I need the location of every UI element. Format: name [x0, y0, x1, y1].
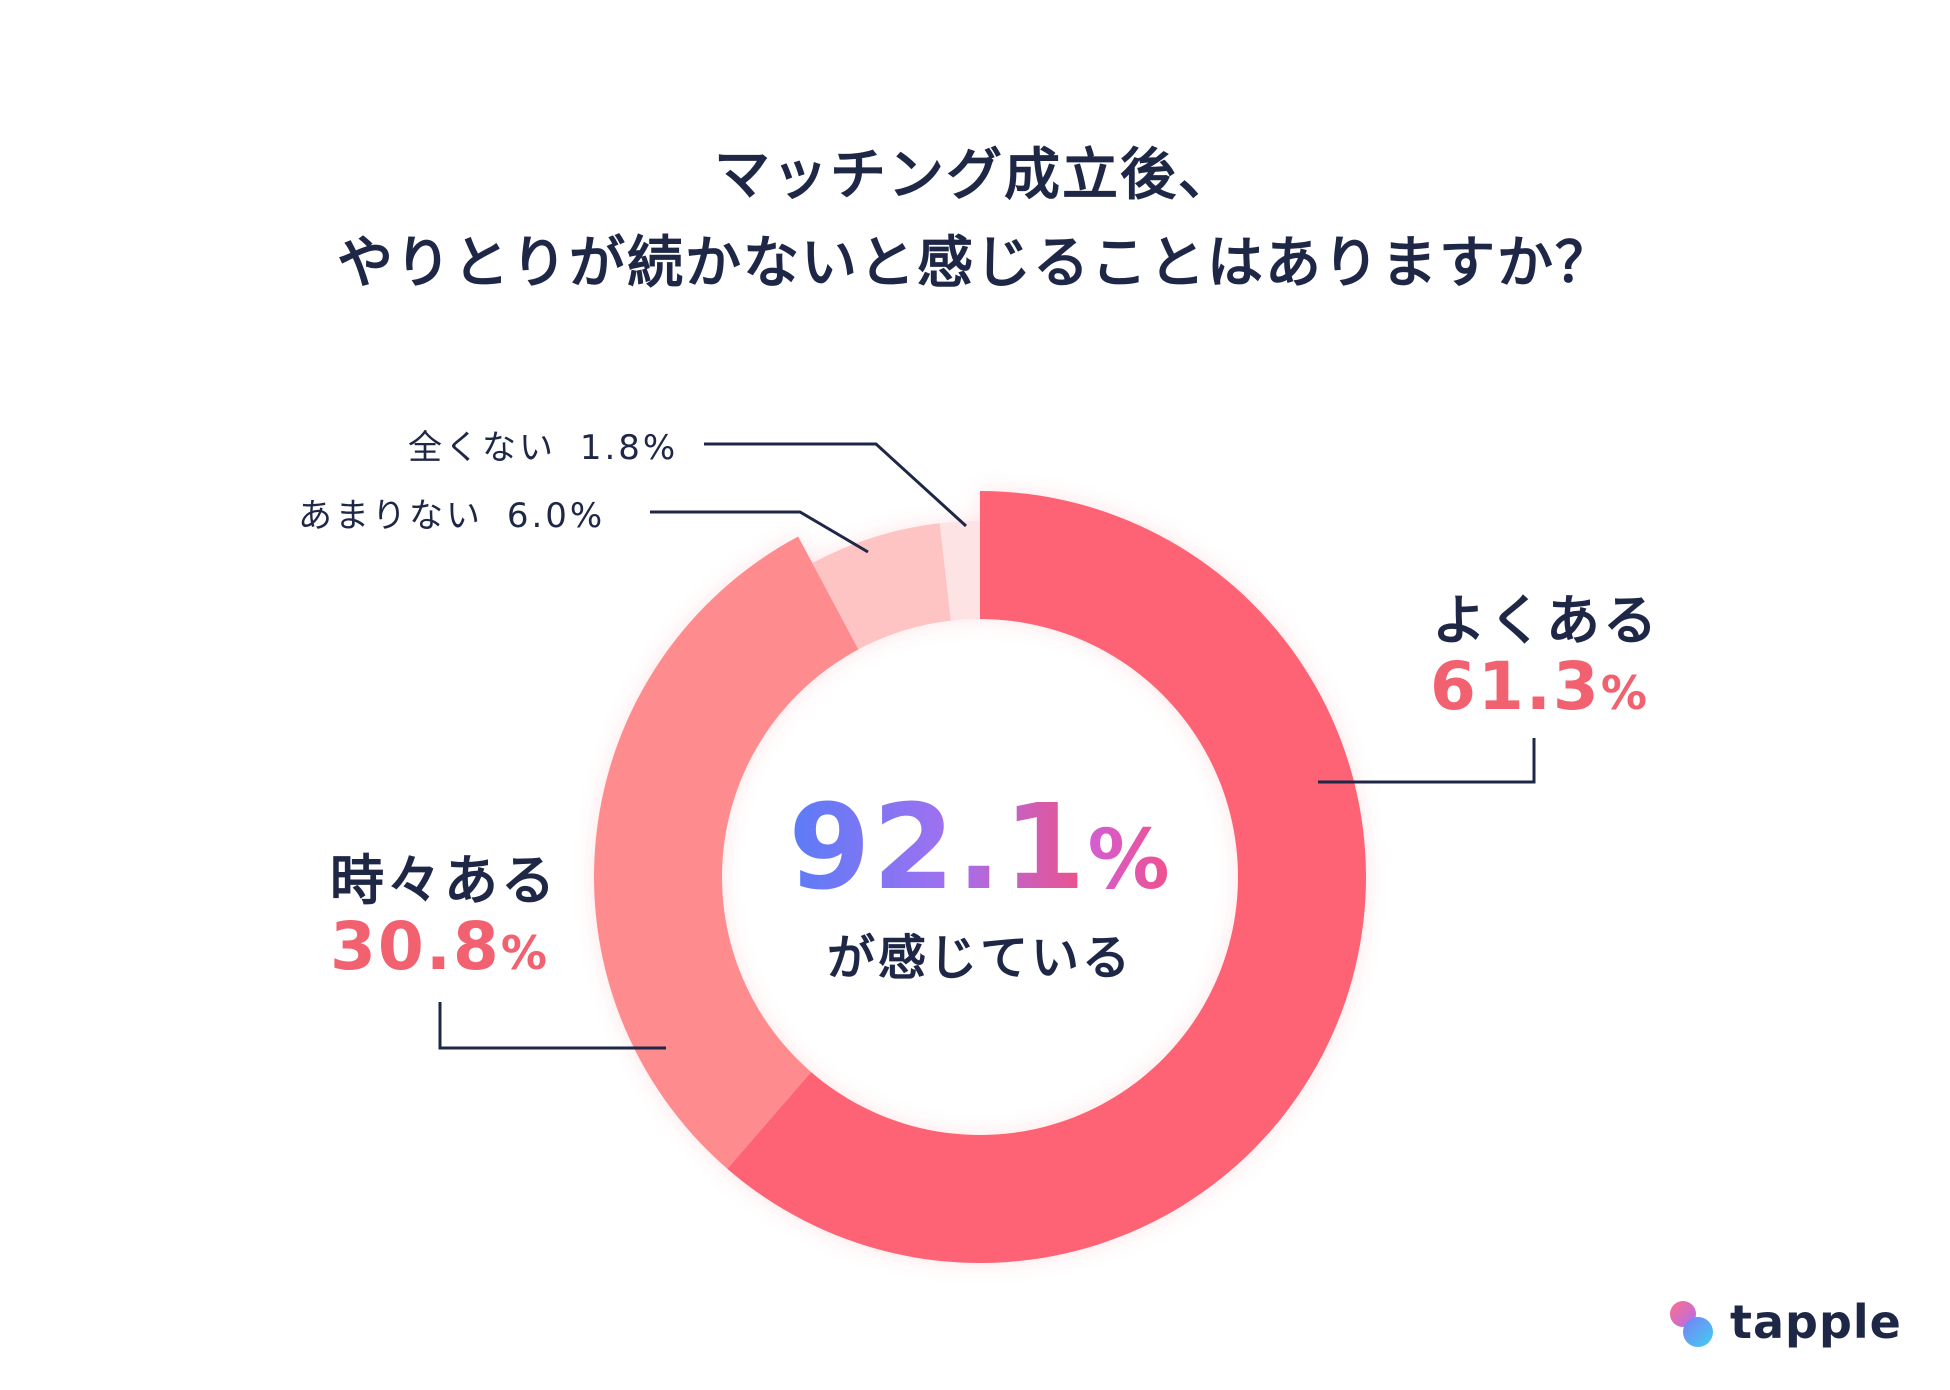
slice-value-tokidokiaru-percent: %	[500, 926, 549, 980]
tapple-logo-mark-icon	[1670, 1301, 1713, 1347]
donut-slice-tokidokiaru	[593, 536, 859, 1169]
center-total-number: 92.1	[788, 778, 1088, 916]
chart-title-line-1: マッチング成立後、	[714, 143, 1236, 208]
donut-slice-mattakunai	[939, 521, 980, 621]
slice-value-yokuaru: 61.3%	[1430, 648, 1649, 725]
chart-title-line-2: やりとりが続かないと感じることはありますか？	[337, 231, 1613, 296]
slice-value-yokuaru-number: 61.3	[1430, 648, 1601, 725]
chart-title: マッチング成立後、 やりとりが続かないと感じることはありますか？	[0, 132, 1950, 308]
center-total: 92.1%	[780, 782, 1180, 926]
slice-label-mattakunai: 全くない 1.8%	[408, 420, 678, 469]
slice-value-tokidokiaru-number: 30.8	[330, 908, 501, 985]
center-total-percent: %	[1087, 813, 1172, 908]
slice-label-amarinai: あまりない 6.0%	[298, 488, 605, 537]
tapple-logo: tapple	[1668, 1292, 1908, 1352]
slice-value-tokidokiaru: 30.8%	[330, 908, 549, 985]
leader-line-mattakunai	[704, 442, 968, 528]
center-caption: が感じている	[826, 930, 1133, 986]
leader-lines	[438, 442, 1536, 1050]
donut-slice-amarinai	[812, 523, 951, 650]
slice-value-mattakunai: 1.8%	[579, 428, 679, 468]
slice-label-yokuaru: よくある	[1432, 589, 1660, 652]
tapple-logo-text: tapple	[1730, 1295, 1902, 1349]
donut-slice-yokuaru	[727, 491, 1366, 1263]
slice-value-amarinai: 6.0%	[506, 496, 606, 536]
donut-slices	[593, 491, 1366, 1263]
slice-label-mattakunai-text: 全くない	[408, 428, 556, 468]
slice-label-tokidokiaru: 時々ある	[330, 849, 558, 912]
slice-value-yokuaru-percent: %	[1600, 666, 1649, 720]
leader-line-tokidokiaru	[438, 1002, 666, 1050]
slice-label-amarinai-text: あまりない	[298, 496, 483, 536]
leader-line-yokuaru	[1318, 738, 1536, 784]
leader-line-amarinai	[650, 510, 869, 554]
